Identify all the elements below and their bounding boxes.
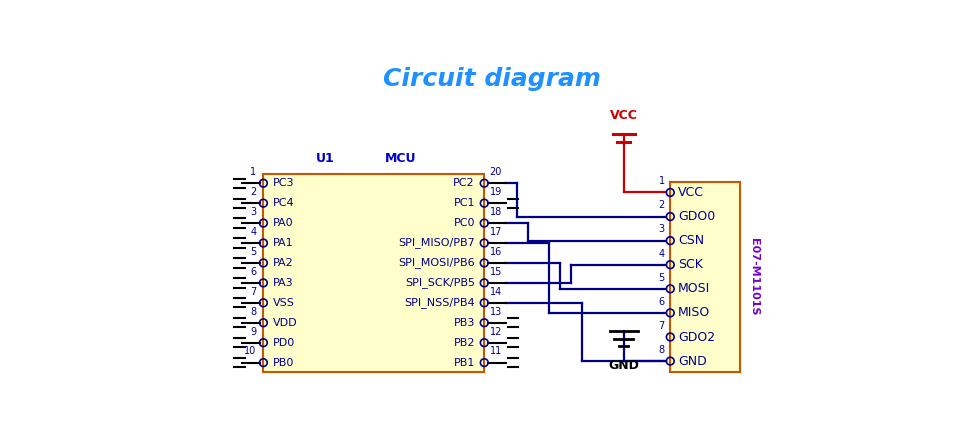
Bar [670, 182, 740, 372]
Text: MOSI: MOSI [678, 283, 710, 295]
Text: VCC: VCC [678, 186, 704, 199]
Text: PC4: PC4 [273, 198, 295, 208]
Text: GDO2: GDO2 [678, 330, 715, 344]
Text: SPI_NSS/PB4: SPI_NSS/PB4 [404, 297, 475, 308]
Text: 4: 4 [659, 249, 665, 259]
Text: 3: 3 [659, 225, 665, 235]
Text: PD0: PD0 [273, 338, 295, 347]
Text: PA2: PA2 [273, 258, 294, 268]
Text: 8: 8 [251, 307, 256, 317]
Text: SPI_MISO/PB7: SPI_MISO/PB7 [398, 238, 475, 249]
Text: VDD: VDD [273, 318, 298, 328]
Text: 7: 7 [251, 286, 256, 296]
Text: 2: 2 [659, 201, 665, 211]
Text: PA0: PA0 [273, 218, 294, 228]
Text: SPI_SCK/PB5: SPI_SCK/PB5 [405, 277, 475, 288]
Text: 12: 12 [490, 327, 502, 337]
Text: PB0: PB0 [273, 358, 294, 368]
Text: PC1: PC1 [453, 198, 475, 208]
Text: 11: 11 [490, 347, 502, 357]
Text: 3: 3 [251, 207, 256, 217]
Text: 5: 5 [659, 272, 665, 283]
Text: 17: 17 [490, 227, 502, 237]
Text: CSN: CSN [678, 234, 704, 247]
Text: 8: 8 [659, 345, 665, 355]
Text: SPI_MOSI/PB6: SPI_MOSI/PB6 [398, 258, 475, 269]
Text: SCK: SCK [678, 258, 703, 271]
Text: PC3: PC3 [273, 178, 294, 188]
Text: U1: U1 [316, 152, 335, 165]
Text: E07-M1101S: E07-M1101S [749, 238, 759, 316]
Text: VSS: VSS [273, 298, 295, 308]
Text: MISO: MISO [678, 307, 710, 320]
Text: GND: GND [609, 359, 639, 372]
Bar [263, 174, 484, 372]
Text: VCC: VCC [610, 109, 637, 122]
Text: PC2: PC2 [453, 178, 475, 188]
Text: MCU: MCU [385, 152, 416, 165]
Text: 20: 20 [490, 167, 502, 177]
Text: GDO0: GDO0 [678, 210, 715, 223]
Text: 16: 16 [490, 247, 502, 257]
Text: 1: 1 [251, 167, 256, 177]
Text: 6: 6 [251, 267, 256, 277]
Text: 9: 9 [251, 327, 256, 337]
Text: PB2: PB2 [453, 338, 475, 347]
Text: 6: 6 [659, 297, 665, 307]
Text: PB1: PB1 [453, 358, 475, 368]
Text: Circuit diagram: Circuit diagram [383, 67, 601, 91]
Text: 2: 2 [251, 187, 256, 197]
Text: 4: 4 [251, 227, 256, 237]
Text: GND: GND [678, 354, 707, 368]
Text: 10: 10 [244, 347, 256, 357]
Text: 14: 14 [490, 286, 502, 296]
Text: PC0: PC0 [453, 218, 475, 228]
Text: PA3: PA3 [273, 278, 294, 288]
Text: 15: 15 [490, 267, 502, 277]
Text: 19: 19 [490, 187, 502, 197]
Text: 5: 5 [251, 247, 256, 257]
Text: PA1: PA1 [273, 238, 294, 248]
Text: 1: 1 [659, 176, 665, 186]
Text: 7: 7 [659, 321, 665, 331]
Text: 13: 13 [490, 307, 502, 317]
Text: 18: 18 [490, 207, 502, 217]
Text: PB3: PB3 [453, 318, 475, 328]
